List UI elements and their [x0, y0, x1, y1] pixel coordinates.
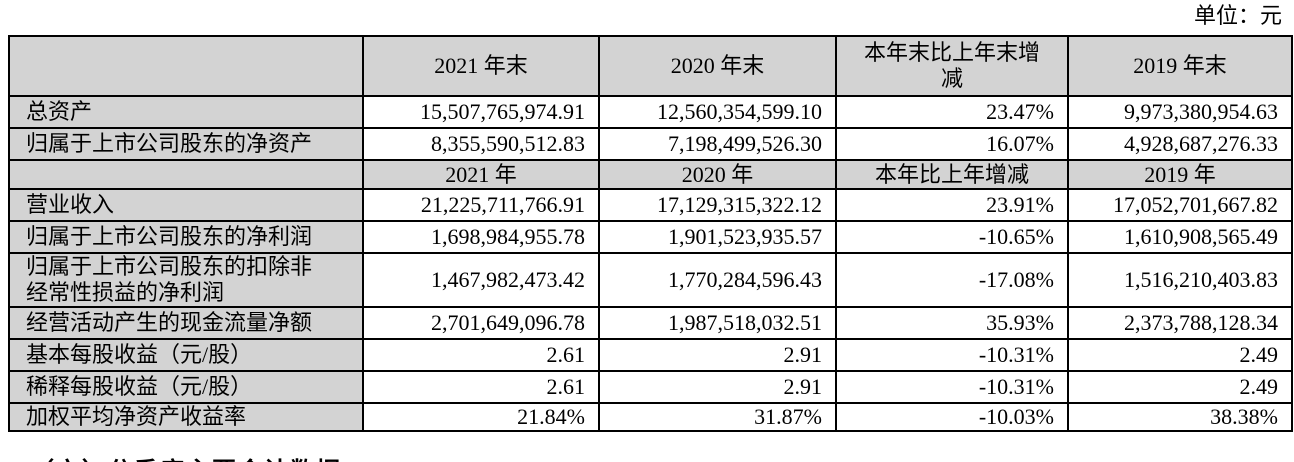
value-cell: 21,225,711,766.91 [362, 188, 600, 222]
column-header-cell [8, 35, 364, 97]
value-cell: 2.61 [362, 338, 600, 372]
value-cell: 2,373,788,128.34 [1067, 306, 1293, 340]
value-cell: 4,928,687,276.33 [1067, 127, 1293, 161]
table-row: 归属于上市公司股东的净资产 8,355,590,512.83 7,198,499,5… [8, 127, 1293, 161]
value-cell: 1,610,908,565.49 [1067, 220, 1293, 254]
column-header-cell: 本年末比上年末增 减 [835, 35, 1069, 97]
row-label-cell: 经营活动产生的现金流量净额 [8, 306, 364, 340]
value-cell: 15,507,765,974.91 [362, 95, 600, 129]
column-header-cell: 2020 年 [598, 159, 837, 190]
row-label-cell: 稀释每股收益（元/股） [8, 370, 364, 404]
value-cell: 23.47% [835, 95, 1069, 129]
value-cell: 1,516,210,403.83 [1067, 252, 1293, 308]
value-cell: 2.49 [1067, 370, 1293, 404]
value-cell: 2,701,649,096.78 [362, 306, 600, 340]
table-row: 稀释每股收益（元/股） 2.61 2.91 -10.31% 2.49 [8, 370, 1293, 404]
value-cell: 35.93% [835, 306, 1069, 340]
key-financials-table: 2021 年末 2020 年末 本年末比上年末增 减 2019 年末 总资产 15,507… [8, 35, 1293, 432]
value-cell: -17.08% [835, 252, 1069, 308]
value-cell: 38.38% [1067, 402, 1293, 432]
value-cell: 23.91% [835, 188, 1069, 222]
value-cell: 17,052,701,667.82 [1067, 188, 1293, 222]
value-cell: 17,129,315,322.12 [598, 188, 837, 222]
value-cell: -10.03% [835, 402, 1069, 432]
value-cell: 1,467,982,473.42 [362, 252, 600, 308]
value-cell: 8,355,590,512.83 [362, 127, 600, 161]
row-label-cell: 归属于上市公司股东的净利润 [8, 220, 364, 254]
column-header-cell: 2021 年 [362, 159, 600, 190]
table-row: 归属于上市公司股东的扣除非 经常性损益的净利润 1,467,982,473.42 1… [8, 252, 1293, 308]
table-row: 归属于上市公司股东的净利润 1,698,984,955.78 1,901,523,9… [8, 220, 1293, 254]
row-label-cell: 归属于上市公司股东的扣除非 经常性损益的净利润 [8, 252, 364, 308]
value-cell: 7,198,499,526.30 [598, 127, 837, 161]
table-row: 基本每股收益（元/股） 2.61 2.91 -10.31% 2.49 [8, 338, 1293, 372]
value-cell: 9,973,380,954.63 [1067, 95, 1293, 129]
value-cell: 1,901,523,935.57 [598, 220, 837, 254]
unit-label: 单位：元 [1193, 3, 1282, 28]
value-cell: -10.65% [835, 220, 1069, 254]
value-cell: 2.91 [598, 370, 837, 404]
value-cell: 12,560,354,599.10 [598, 95, 837, 129]
value-cell: 1,698,984,955.78 [362, 220, 600, 254]
value-cell: 2.49 [1067, 338, 1293, 372]
value-cell: 2.61 [362, 370, 600, 404]
row-label-cell: 总资产 [8, 95, 364, 129]
value-cell: 31.87% [598, 402, 837, 432]
row-label-cell: 营业收入 [8, 188, 364, 222]
table-row: 加权平均净资产收益率 21.84% 31.87% -10.03% 38.38% [8, 402, 1293, 432]
column-header-cell: 2019 年 [1067, 159, 1293, 190]
column-header-cell [8, 159, 364, 190]
row-label-cell: 归属于上市公司股东的净资产 [8, 127, 364, 161]
financial-table-body: 2021 年末 2020 年末 本年末比上年末增 减 2019 年末 总资产 15,507… [8, 35, 1293, 432]
table-header-row: 2021 年末 2020 年末 本年末比上年末增 减 2019 年末 [8, 35, 1293, 97]
table-row: 总资产 15,507,765,974.91 12,560,354,599.10 23.… [8, 95, 1293, 129]
value-cell: -10.31% [835, 370, 1069, 404]
column-header-cell: 本年比上年增减 [835, 159, 1069, 190]
value-cell: 16.07% [835, 127, 1069, 161]
value-cell: 1,987,518,032.51 [598, 306, 837, 340]
row-label-cell: 基本每股收益（元/股） [8, 338, 364, 372]
value-cell: 1,770,284,596.43 [598, 252, 837, 308]
table-row: 经营活动产生的现金流量净额 2,701,649,096.78 1,987,518,0… [8, 306, 1293, 340]
value-cell: -10.31% [835, 338, 1069, 372]
table-row: 营业收入 21,225,711,766.91 17,129,315,322.12 23… [8, 188, 1293, 222]
column-header-cell: 2021 年末 [362, 35, 600, 97]
value-cell: 21.84% [362, 402, 600, 432]
next-section-heading: （六）分季度主要会计数据 [30, 451, 342, 462]
table-header-row: 2021 年 2020 年本年比上年增减 2019 年 [8, 159, 1293, 190]
column-header-cell: 2020 年末 [598, 35, 837, 97]
column-header-cell: 2019 年末 [1067, 35, 1293, 97]
row-label-cell: 加权平均净资产收益率 [8, 402, 364, 432]
value-cell: 2.91 [598, 338, 837, 372]
